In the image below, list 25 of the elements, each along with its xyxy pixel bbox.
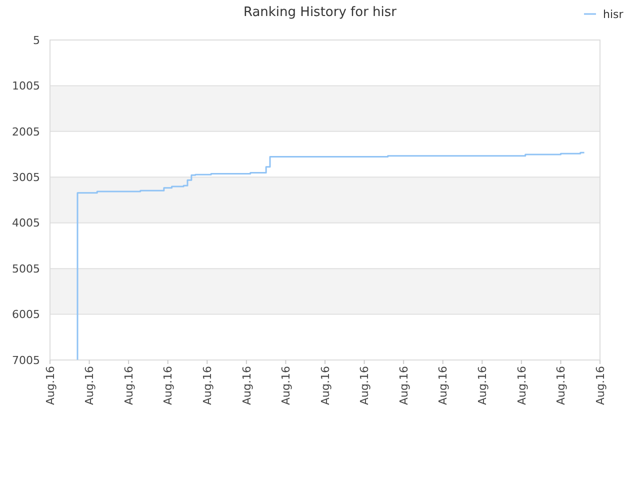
y-tick-label: 5005: [12, 262, 40, 276]
y-tick-label: 3005: [12, 170, 40, 184]
x-tick-label: Aug.16: [436, 366, 450, 405]
y-tick-label: 1005: [12, 80, 40, 93]
x-tick-label: Aug.16: [358, 366, 372, 405]
x-tick-label: Aug.16: [83, 366, 96, 405]
x-tick-label: Aug.16: [122, 366, 136, 405]
x-tick-label: Aug.16: [397, 366, 410, 405]
y-tick-label: 7005: [12, 354, 40, 367]
legend-label: hisr: [603, 8, 624, 21]
x-tick-label: Aug.16: [318, 366, 332, 405]
x-tick-label: Aug.16: [44, 366, 57, 405]
y-tick-label: 4005: [12, 216, 40, 230]
x-tick-label: Aug.16: [554, 366, 568, 405]
x-tick-label: Aug.16: [476, 366, 489, 405]
chart-title: Ranking History for hisr: [243, 5, 398, 20]
x-tick-label: Aug.16: [200, 366, 214, 405]
x-tick-label: Aug.16: [515, 366, 528, 405]
x-tick-label: Aug.16: [280, 366, 293, 405]
x-tick-label: Aug.16: [162, 366, 175, 405]
y-tick-label: 2005: [12, 125, 40, 138]
x-tick-label: Aug.16: [240, 366, 254, 405]
y-tick-label: 6005: [12, 308, 40, 322]
y-tick-label: 5: [33, 34, 40, 47]
x-tick-label: Aug.16: [594, 366, 607, 405]
